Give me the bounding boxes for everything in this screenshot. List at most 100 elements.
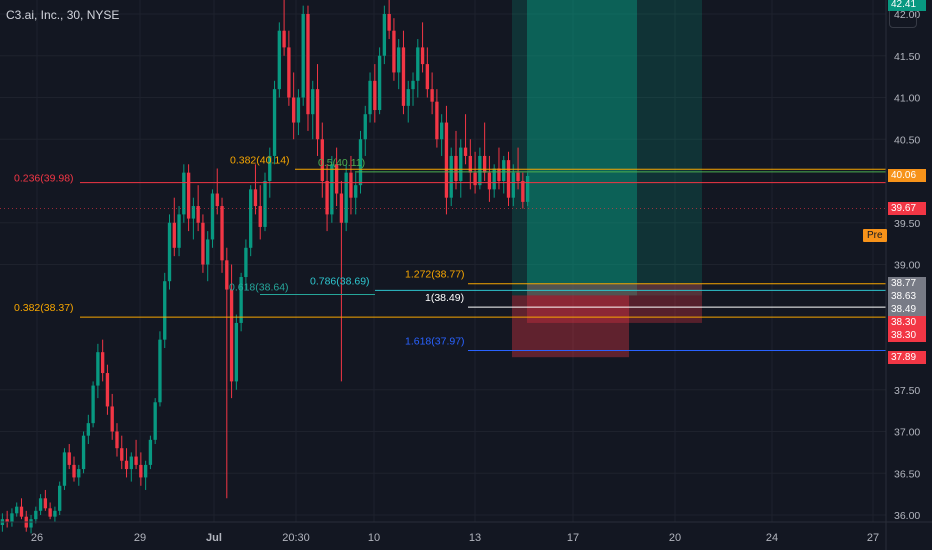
y-tick-label: 42.00 xyxy=(894,9,920,21)
x-tick-label: 27 xyxy=(867,532,879,544)
candle-body xyxy=(210,193,215,240)
y-tick-label: 39.50 xyxy=(894,218,920,230)
candle-body xyxy=(368,80,372,115)
candle-body xyxy=(19,506,24,517)
candle-body xyxy=(272,89,277,156)
candle-body xyxy=(478,155,482,186)
y-tick-label: 39.00 xyxy=(894,260,920,272)
candle-body xyxy=(172,222,176,248)
candle-body xyxy=(454,155,458,181)
candle-body xyxy=(387,14,391,31)
candle-body xyxy=(100,352,105,374)
candle-body xyxy=(129,456,133,470)
candle-body xyxy=(282,30,286,48)
candle-body xyxy=(411,80,415,90)
price-badge: 38.30 xyxy=(888,316,926,329)
candle-body xyxy=(239,277,243,323)
candle-body xyxy=(220,206,224,261)
candle-body xyxy=(105,373,110,407)
candle-body xyxy=(521,181,525,202)
candle-body xyxy=(10,513,14,522)
candle-body xyxy=(511,172,515,198)
candle-body xyxy=(373,80,377,111)
candle-body xyxy=(497,168,501,181)
candle-body xyxy=(291,97,296,123)
candle-body xyxy=(229,289,234,382)
candle-body xyxy=(34,510,38,520)
candle-body xyxy=(325,181,329,215)
x-tick-label: 29 xyxy=(134,532,146,544)
candle-body xyxy=(148,439,153,465)
price-badge: 42.41 xyxy=(888,0,926,11)
y-tick-label: 36.50 xyxy=(894,468,920,480)
fib-level-label: 1(38.49) xyxy=(425,292,464,304)
fib-level-label: 0.382(38.37) xyxy=(14,302,74,314)
candle-body xyxy=(306,14,310,115)
time-axis[interactable]: 26 29 Jul 20:30 10 13 17 20 24 27 xyxy=(31,532,879,544)
x-tick-label: 20 xyxy=(669,532,681,544)
candle-body xyxy=(253,189,258,207)
candle-body xyxy=(15,506,19,514)
candle-body xyxy=(244,247,248,278)
candle-body xyxy=(473,172,477,186)
candle-body xyxy=(134,456,138,465)
candle-body xyxy=(330,164,334,215)
y-tick-label: 37.50 xyxy=(894,385,920,397)
candle-body xyxy=(358,139,363,186)
candle-body xyxy=(196,206,200,223)
fib-levels[interactable]: 1.272(42.46)0.382(40.14)0.5(40.11)0.236(… xyxy=(0,0,886,352)
x-tick-label: 17 xyxy=(567,532,579,544)
candle-body xyxy=(120,448,124,461)
y-tick-label: 36.00 xyxy=(894,510,920,522)
candle-body xyxy=(91,385,95,424)
candle-body xyxy=(62,452,67,486)
candle-body xyxy=(191,206,196,219)
candle-body xyxy=(48,508,52,517)
y-tick-label: 37.00 xyxy=(894,427,920,439)
candle-body xyxy=(58,485,62,511)
fib-level-label: 0.618(38.64) xyxy=(229,282,289,294)
candle-body xyxy=(115,431,119,449)
candle-body xyxy=(110,406,114,432)
profit-zone-inner xyxy=(527,0,637,296)
candle-body xyxy=(334,164,339,194)
candle-body xyxy=(158,339,162,403)
price-badge: 38.77 xyxy=(888,277,926,290)
candle-body xyxy=(344,172,348,223)
candle-body xyxy=(287,47,291,98)
candle-body xyxy=(420,47,425,65)
price-badge: 38.63 xyxy=(888,290,926,303)
candle-body xyxy=(67,452,71,465)
candle-body xyxy=(506,160,511,198)
pre-market-tag: Pre xyxy=(863,229,887,242)
candle-body xyxy=(516,172,520,181)
candle-body xyxy=(139,464,143,478)
candle-body xyxy=(277,30,281,90)
candle-body xyxy=(363,114,367,140)
candle-body xyxy=(143,464,148,478)
candle-body xyxy=(435,101,439,140)
price-badge: 38.49 xyxy=(888,303,926,316)
candle-body xyxy=(301,14,305,98)
candle-body xyxy=(186,172,191,219)
candle-body xyxy=(201,222,205,265)
candle-body xyxy=(468,155,472,173)
candle-body xyxy=(167,222,172,282)
candle-body xyxy=(38,498,43,511)
candle-body xyxy=(406,89,410,106)
price-badge: 39.67 xyxy=(888,202,926,215)
candle-body xyxy=(416,47,420,81)
candle-body xyxy=(502,160,506,181)
candle-body xyxy=(439,122,444,140)
price-badge: 37.89 xyxy=(888,351,926,364)
position-zones[interactable] xyxy=(512,0,702,358)
candle-body xyxy=(225,260,229,290)
candle-body xyxy=(459,147,463,181)
candle-body xyxy=(72,464,76,478)
candle-body xyxy=(124,460,129,470)
x-tick-label: 20:30 xyxy=(282,532,310,544)
candle-body xyxy=(29,519,33,528)
fib-level-label: 1.272(38.77) xyxy=(405,269,465,281)
